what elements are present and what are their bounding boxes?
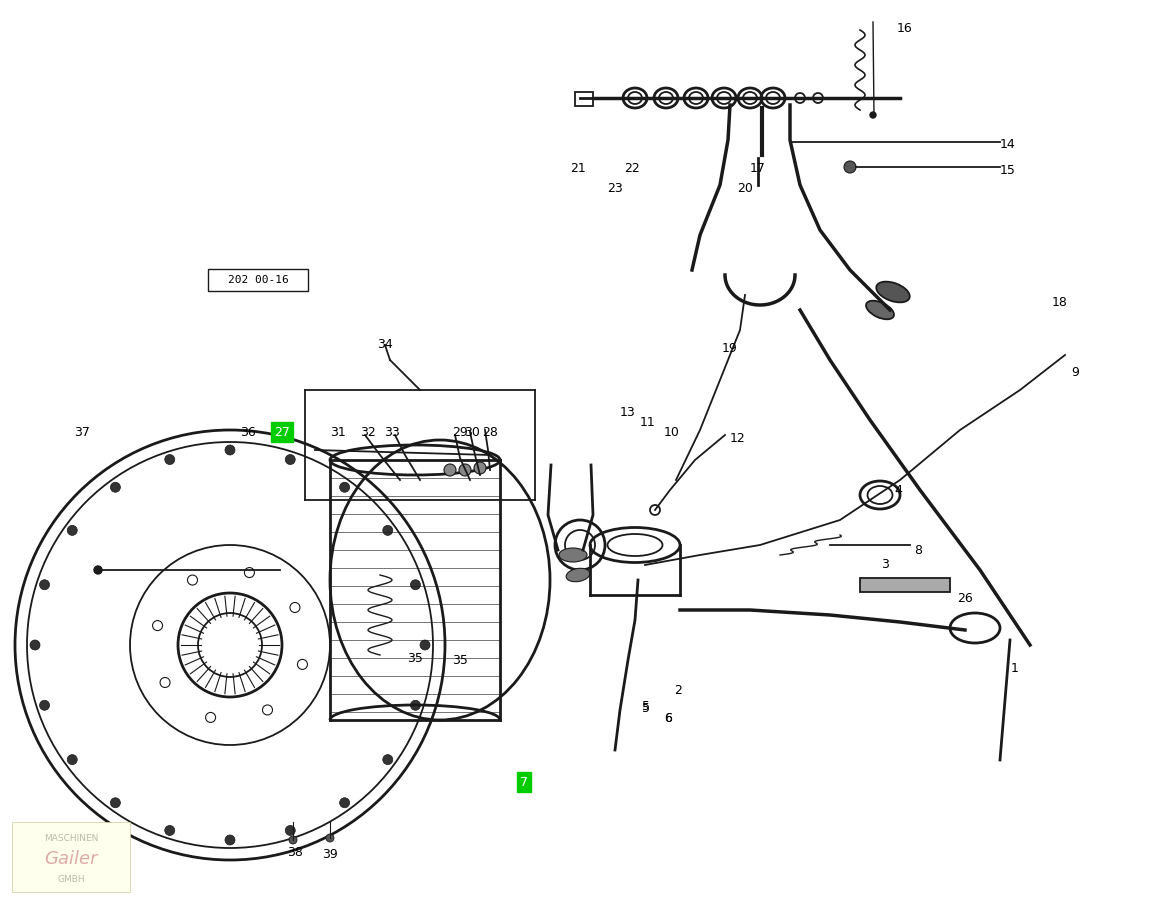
Text: 14: 14 xyxy=(1000,139,1016,151)
Circle shape xyxy=(382,526,393,536)
Text: 5: 5 xyxy=(642,699,650,713)
Text: 30: 30 xyxy=(464,426,480,438)
Ellipse shape xyxy=(866,301,894,320)
Text: 16: 16 xyxy=(897,22,912,34)
Text: 19: 19 xyxy=(722,341,738,355)
Circle shape xyxy=(844,161,856,173)
Circle shape xyxy=(225,835,234,845)
Text: 32: 32 xyxy=(360,426,375,438)
Text: 33: 33 xyxy=(385,426,400,438)
Circle shape xyxy=(67,526,77,536)
Text: 6: 6 xyxy=(664,712,672,724)
Text: 2: 2 xyxy=(675,683,681,697)
Text: 27: 27 xyxy=(274,426,290,438)
Circle shape xyxy=(410,580,420,590)
Circle shape xyxy=(420,640,430,650)
Circle shape xyxy=(111,797,120,808)
Circle shape xyxy=(225,445,234,455)
Text: 35: 35 xyxy=(407,652,423,664)
Circle shape xyxy=(39,580,50,590)
Circle shape xyxy=(67,754,77,765)
Text: 1: 1 xyxy=(1011,662,1019,674)
Circle shape xyxy=(459,464,471,476)
Text: MASCHINEN: MASCHINEN xyxy=(44,834,98,843)
Text: 35: 35 xyxy=(452,653,468,667)
Circle shape xyxy=(410,700,420,710)
Text: 7: 7 xyxy=(520,776,528,788)
Text: 18: 18 xyxy=(1052,295,1068,309)
Text: 12: 12 xyxy=(730,431,746,445)
Text: 37: 37 xyxy=(74,426,90,438)
Text: GMBH: GMBH xyxy=(58,875,84,884)
Text: 4: 4 xyxy=(894,483,902,497)
Circle shape xyxy=(94,566,102,574)
Text: 23: 23 xyxy=(608,182,623,194)
Text: Gailer: Gailer xyxy=(44,850,98,868)
Text: 11: 11 xyxy=(640,416,656,428)
Circle shape xyxy=(382,754,393,765)
Bar xyxy=(12,822,131,892)
Text: 9: 9 xyxy=(1071,365,1079,379)
Text: 38: 38 xyxy=(288,845,303,859)
Circle shape xyxy=(326,834,334,842)
Text: 5: 5 xyxy=(642,701,650,715)
Circle shape xyxy=(111,482,120,492)
Text: 17: 17 xyxy=(750,161,766,175)
Circle shape xyxy=(285,825,296,835)
Circle shape xyxy=(165,825,174,835)
Circle shape xyxy=(165,454,174,464)
Bar xyxy=(860,578,951,592)
Text: 15: 15 xyxy=(1000,164,1016,176)
Text: 202 00-16: 202 00-16 xyxy=(228,275,289,285)
Text: 28: 28 xyxy=(482,426,498,438)
Bar xyxy=(208,269,308,291)
Text: 6: 6 xyxy=(664,712,672,724)
Ellipse shape xyxy=(877,282,910,302)
Circle shape xyxy=(289,836,297,844)
Text: 22: 22 xyxy=(624,161,640,175)
Text: 13: 13 xyxy=(620,406,636,419)
Text: 31: 31 xyxy=(330,426,345,438)
Circle shape xyxy=(30,640,40,650)
Bar xyxy=(575,92,593,106)
Text: 20: 20 xyxy=(737,182,753,194)
Text: 36: 36 xyxy=(240,426,256,438)
Circle shape xyxy=(340,482,350,492)
Text: 8: 8 xyxy=(914,544,922,556)
Text: 26: 26 xyxy=(957,591,973,605)
Text: 3: 3 xyxy=(881,559,889,572)
Circle shape xyxy=(870,112,875,118)
Ellipse shape xyxy=(566,568,590,581)
Circle shape xyxy=(444,464,456,476)
Circle shape xyxy=(474,462,486,474)
Ellipse shape xyxy=(559,548,587,562)
Text: 39: 39 xyxy=(322,849,338,861)
Text: 21: 21 xyxy=(571,161,586,175)
Circle shape xyxy=(39,700,50,710)
Text: 29: 29 xyxy=(452,426,468,438)
Circle shape xyxy=(340,797,350,808)
Text: 10: 10 xyxy=(664,426,680,438)
Circle shape xyxy=(285,454,296,464)
Text: 34: 34 xyxy=(378,338,393,352)
